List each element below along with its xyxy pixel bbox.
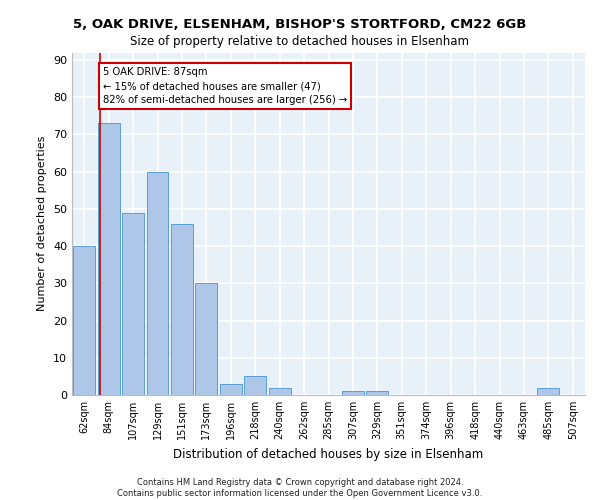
Text: 5, OAK DRIVE, ELSENHAM, BISHOP'S STORTFORD, CM22 6GB: 5, OAK DRIVE, ELSENHAM, BISHOP'S STORTFO…	[73, 18, 527, 30]
Bar	[171, 224, 193, 395]
Bar	[269, 388, 290, 395]
Bar	[122, 212, 144, 395]
Text: Size of property relative to detached houses in Elsenham: Size of property relative to detached ho…	[131, 35, 470, 48]
Text: Contains HM Land Registry data © Crown copyright and database right 2024.
Contai: Contains HM Land Registry data © Crown c…	[118, 478, 482, 498]
Bar	[98, 123, 119, 395]
Bar	[146, 172, 169, 395]
Bar	[220, 384, 242, 395]
Bar	[538, 388, 559, 395]
Bar	[367, 392, 388, 395]
Bar	[196, 284, 217, 395]
X-axis label: Distribution of detached houses by size in Elsenham: Distribution of detached houses by size …	[173, 448, 484, 460]
Y-axis label: Number of detached properties: Number of detached properties	[37, 136, 47, 312]
Bar	[244, 376, 266, 395]
Text: 5 OAK DRIVE: 87sqm
← 15% of detached houses are smaller (47)
82% of semi-detache: 5 OAK DRIVE: 87sqm ← 15% of detached hou…	[103, 68, 347, 106]
Bar	[342, 392, 364, 395]
Bar	[73, 246, 95, 395]
